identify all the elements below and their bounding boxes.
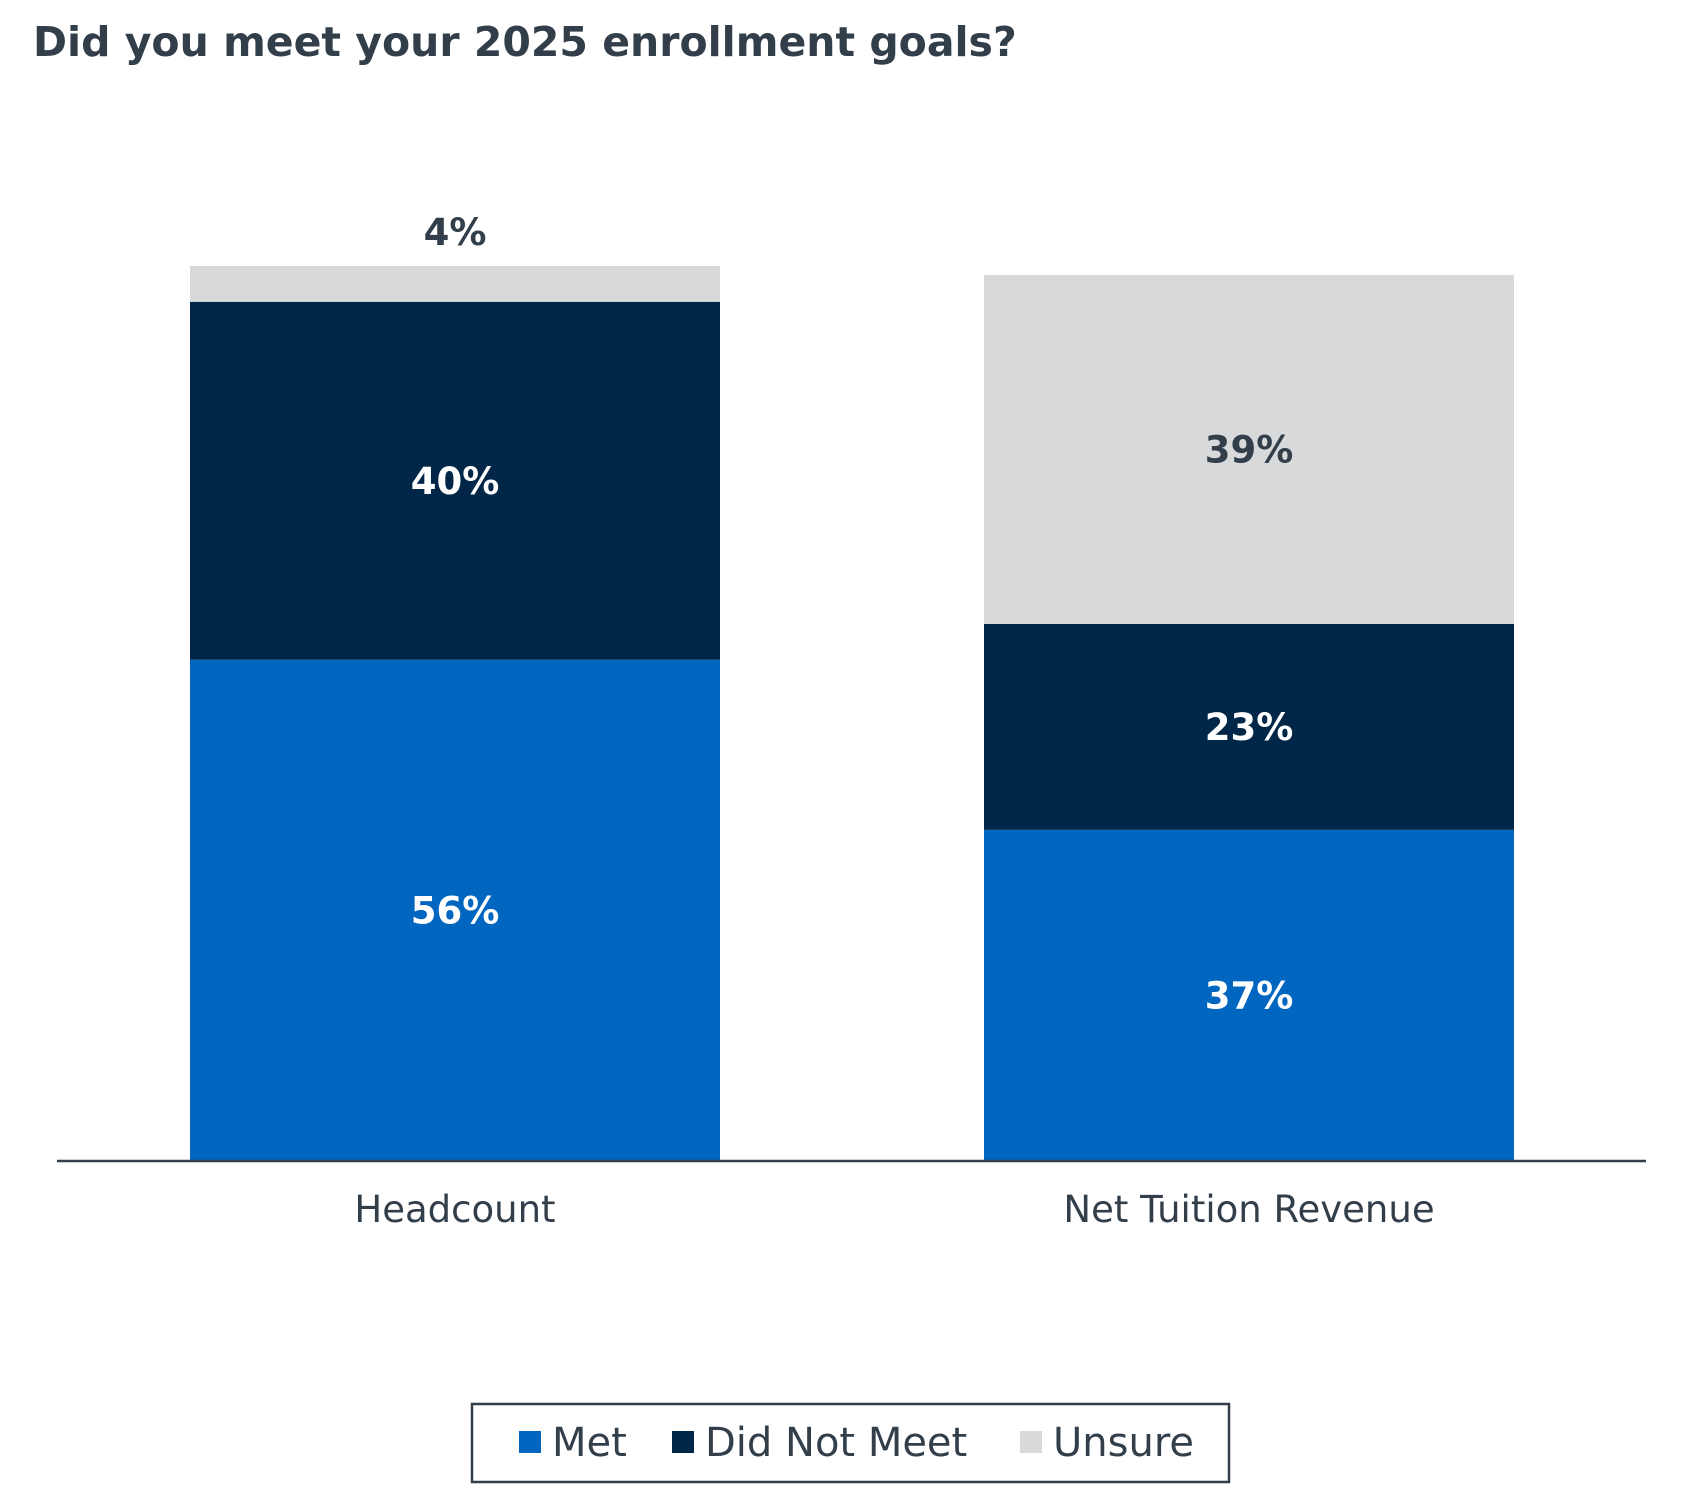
bar-headcount-did-not-meet <box>190 301 720 660</box>
category-label-headcount: Headcount <box>354 1188 555 1231</box>
legend-swatch-unsure <box>1020 1431 1042 1453</box>
legend-label-did-not-meet: Did Not Meet <box>705 1420 967 1466</box>
bar-headcount-unsure <box>190 266 720 302</box>
legend-box <box>470 1402 1231 1484</box>
legend: Met Did Not Meet Unsure <box>470 1402 1231 1484</box>
data-label-headcount-met: 56% <box>411 889 500 932</box>
legend-label-unsure: Unsure <box>1053 1420 1194 1466</box>
chart-title: Did you meet your 2025 enrollment goals? <box>33 18 1017 66</box>
bar-net-tuition-revenue-unsure <box>984 274 1514 624</box>
data-label-net-tuition-revenue-unsure: 39% <box>1205 428 1294 471</box>
legend-item-unsure: Unsure <box>1020 1420 1194 1466</box>
data-label-net-tuition-revenue-met: 37% <box>1205 974 1294 1017</box>
bar-headcount-met <box>190 659 720 1161</box>
data-labels: 56% 40% 4% 37% 23% 39% <box>411 211 1294 1017</box>
bar-net-tuition-revenue-met <box>984 829 1514 1161</box>
category-labels: Headcount Net Tuition Revenue <box>354 1188 1434 1231</box>
category-label-net-tuition-revenue: Net Tuition Revenue <box>1063 1188 1434 1231</box>
data-label-headcount-unsure: 4% <box>424 211 487 254</box>
bars <box>190 266 1514 1161</box>
legend-item-did-not-meet: Did Not Meet <box>672 1420 967 1466</box>
legend-swatch-met <box>519 1431 541 1453</box>
legend-swatch-did-not-meet <box>672 1431 694 1453</box>
data-label-headcount-did-not-meet: 40% <box>411 460 500 503</box>
legend-label-met: Met <box>552 1420 627 1466</box>
legend-item-met: Met <box>519 1420 627 1466</box>
data-label-net-tuition-revenue-did-not-meet: 23% <box>1205 706 1294 749</box>
legend-items: Met Did Not Meet Unsure <box>519 1420 1194 1466</box>
bar-net-tuition-revenue-did-not-meet <box>984 624 1514 830</box>
